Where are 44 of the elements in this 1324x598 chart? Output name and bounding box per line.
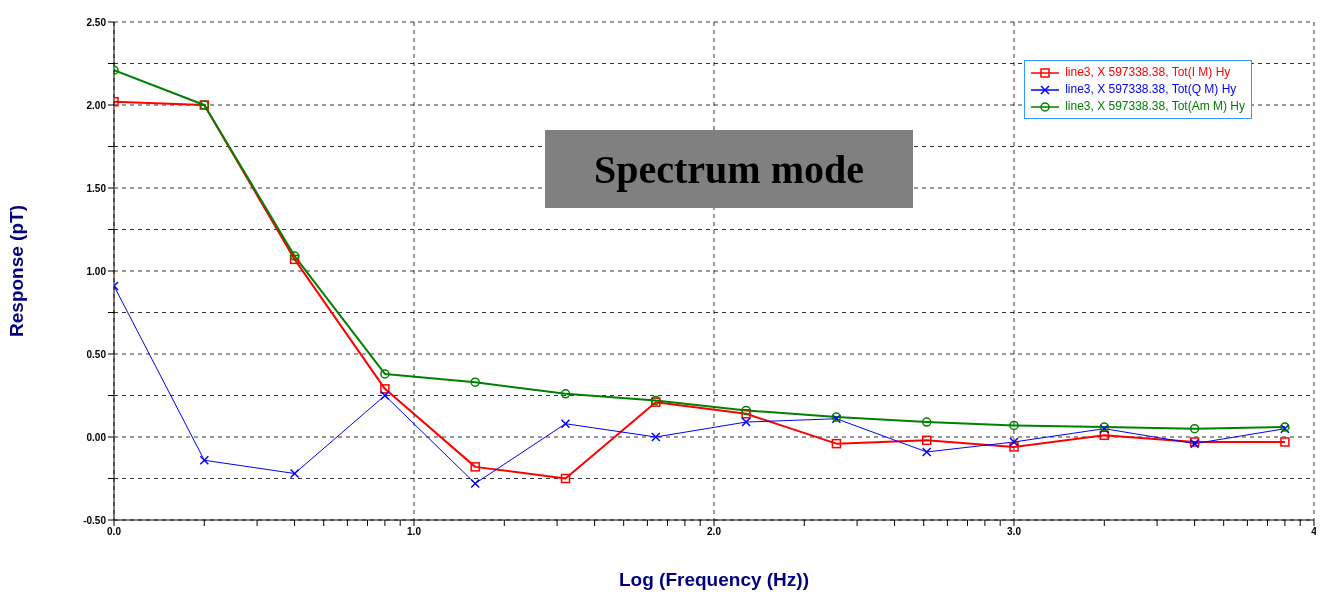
x-tick-label: 0.0 [107, 526, 122, 538]
legend-label: line3, X 597338.38, Tot(I M) Hy [1065, 64, 1231, 81]
point [1280, 437, 1290, 447]
point [1009, 437, 1019, 447]
point [831, 438, 842, 449]
point [199, 455, 210, 465]
point [289, 468, 300, 479]
point [1189, 423, 1200, 434]
x-tick-label: 3.0 [1007, 526, 1022, 538]
point [560, 389, 571, 399]
point [470, 462, 480, 472]
point [921, 417, 932, 427]
point [380, 369, 390, 379]
y-tick-label: 0.50 [86, 348, 107, 360]
y-tick-label: 2.50 [86, 16, 107, 28]
point [470, 478, 480, 489]
point [560, 473, 571, 484]
point [741, 417, 751, 427]
y-axis-title: Response (pT) [5, 205, 27, 337]
y-tick-label: 1.00 [86, 265, 107, 277]
point [289, 254, 300, 265]
x-axis-title: Log (Frequency (Hz)) [619, 569, 809, 590]
y-tick-label: 0.00 [86, 431, 107, 443]
point [651, 432, 661, 442]
point [289, 251, 300, 261]
y-tick-label: 1.50 [86, 182, 107, 194]
x-tick-label: 4 [1311, 526, 1318, 538]
point [560, 418, 571, 429]
point [380, 390, 390, 401]
annotation: Spectrum mode [545, 130, 913, 208]
point [741, 409, 751, 419]
y-tick-label: -0.50 [83, 514, 107, 526]
x-tick-label: 2.0 [707, 526, 722, 538]
point [380, 384, 390, 394]
legend-label: line3, X 597338.38, Tot(Q M) Hy [1065, 81, 1237, 98]
point [741, 405, 751, 416]
point [921, 435, 932, 446]
point [921, 447, 932, 457]
point [1009, 442, 1019, 452]
y-tick-label: 2.00 [86, 99, 107, 111]
legend-label: line3, X 597338.38, Tot(Am M) Hy [1065, 98, 1245, 115]
point [470, 377, 480, 387]
point [1009, 420, 1019, 431]
x-tick-label: 1.0 [407, 526, 422, 538]
